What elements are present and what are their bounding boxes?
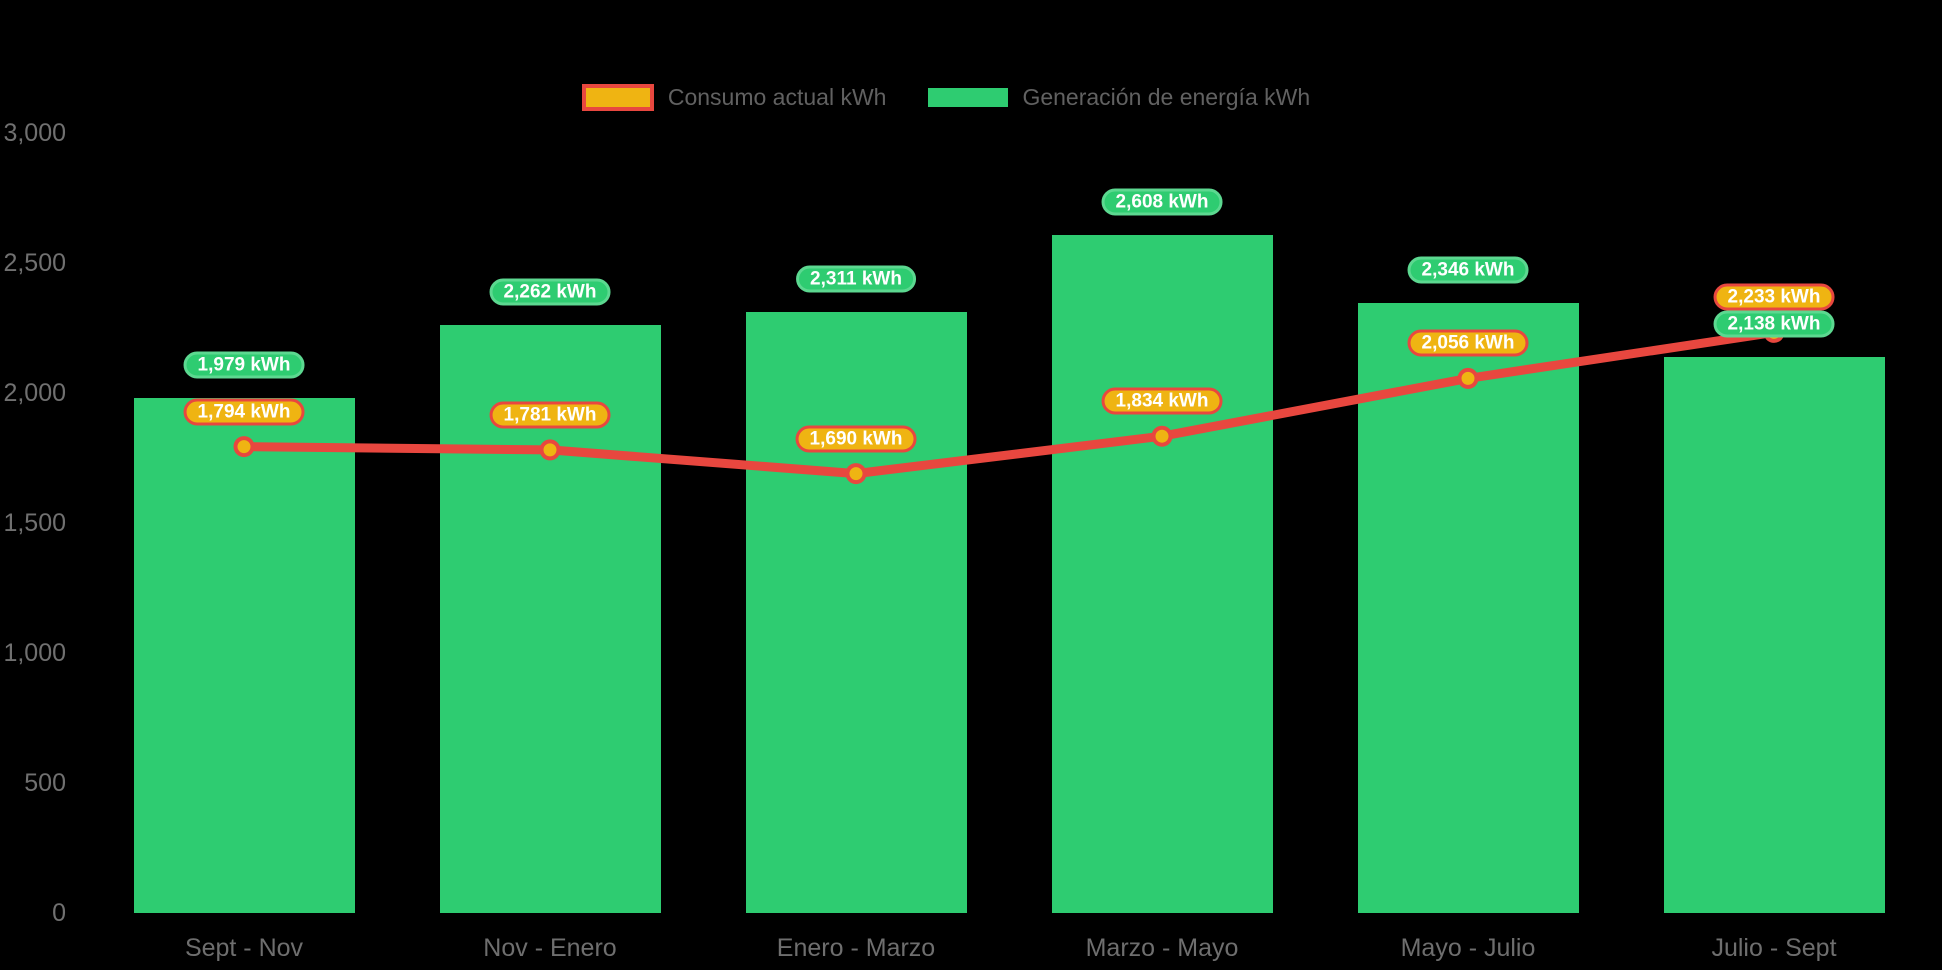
pill-consumo-value: 2,056 kWh	[1407, 329, 1529, 357]
legend-label-generacion: Generación de energía kWh	[1022, 84, 1311, 110]
pill-generacion-value: 1,979 kWh	[183, 351, 305, 379]
pill-consumo-value: 1,781 kWh	[489, 401, 611, 429]
pill-consumo-value: 1,834 kWh	[1101, 387, 1223, 415]
bar-generacion	[1051, 234, 1273, 913]
x-tick-label: Sept - Nov	[184, 934, 304, 962]
y-tick-label: 2,000	[3, 379, 66, 407]
bar-generacion	[133, 398, 355, 913]
bar-generacion	[1357, 303, 1579, 913]
bar-generacion	[745, 312, 967, 913]
y-tick-label: 2,500	[3, 249, 66, 277]
y-tick-label: 3,000	[3, 119, 66, 147]
pill-consumo-value: 1,690 kWh	[795, 425, 917, 453]
pill-generacion-value: 2,311 kWh	[796, 265, 916, 293]
y-tick-label: 1,000	[3, 639, 66, 667]
y-tick-label: 500	[24, 769, 66, 797]
legend-item-generacion[interactable]: Generación de energía kWh	[928, 84, 1310, 111]
pill-generacion-value: 2,262 kWh	[489, 278, 611, 306]
pill-generacion-value: 2,608 kWh	[1101, 188, 1223, 216]
x-tick-label: Nov - Enero	[483, 934, 617, 962]
consumo-swatch-icon	[581, 84, 654, 111]
y-tick-label: 1,500	[3, 509, 66, 537]
x-tick-label: Enero - Marzo	[776, 934, 936, 962]
x-tick-label: Julio - Sept	[1711, 934, 1837, 962]
y-tick-label: 0	[52, 899, 66, 927]
pill-generacion-value: 2,138 kWh	[1713, 310, 1835, 338]
pill-generacion-value: 2,346 kWh	[1407, 256, 1529, 284]
pill-consumo-value: 1,794 kWh	[183, 398, 305, 426]
chart-legend: Consumo actual kWh Generación de energía…	[0, 84, 1942, 111]
generacion-swatch-icon	[928, 88, 1009, 107]
legend-label-consumo: Consumo actual kWh	[667, 84, 887, 110]
bar-generacion	[1663, 357, 1885, 913]
pill-consumo-value: 2,233 kWh	[1713, 283, 1835, 311]
x-tick-label: Mayo - Julio	[1400, 934, 1536, 962]
x-tick-label: Marzo - Mayo	[1085, 934, 1239, 962]
legend-item-consumo[interactable]: Consumo actual kWh	[581, 84, 887, 111]
